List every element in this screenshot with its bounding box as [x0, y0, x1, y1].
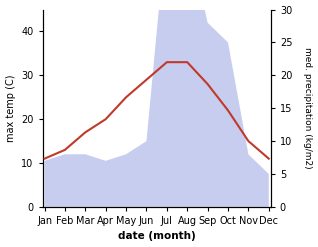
Y-axis label: med. precipitation (kg/m2): med. precipitation (kg/m2): [303, 47, 313, 169]
Y-axis label: max temp (C): max temp (C): [5, 74, 16, 142]
X-axis label: date (month): date (month): [118, 231, 196, 242]
